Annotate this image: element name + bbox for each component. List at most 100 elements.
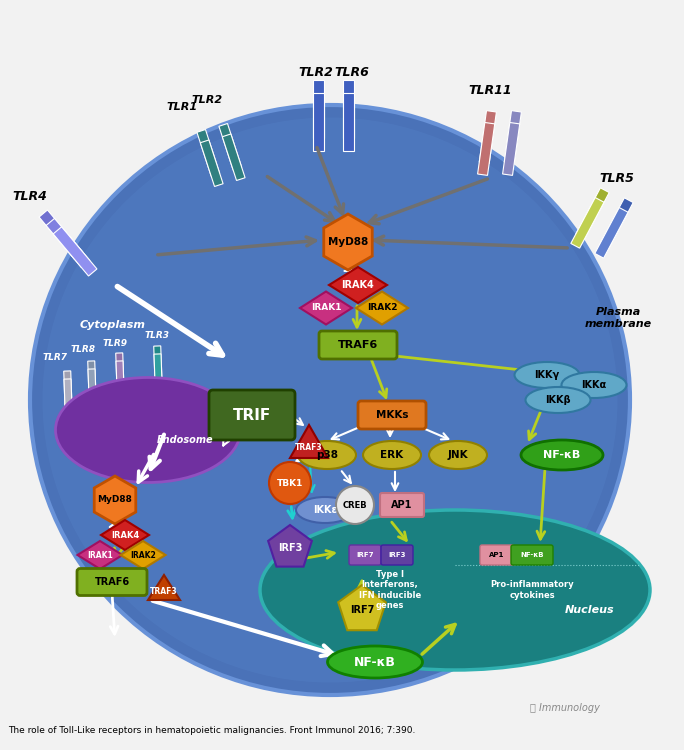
Polygon shape [477, 122, 495, 176]
FancyBboxPatch shape [209, 390, 295, 440]
Polygon shape [101, 520, 149, 550]
Polygon shape [64, 371, 72, 407]
Text: Plasma
membrane: Plasma membrane [584, 308, 652, 328]
Polygon shape [600, 198, 633, 248]
Polygon shape [479, 110, 497, 164]
FancyBboxPatch shape [319, 331, 397, 359]
Polygon shape [154, 354, 162, 390]
Polygon shape [503, 122, 520, 176]
Text: TRAF3: TRAF3 [295, 442, 323, 452]
FancyBboxPatch shape [358, 401, 426, 429]
Text: IRAK2: IRAK2 [130, 550, 156, 560]
Text: TLR5: TLR5 [600, 172, 635, 184]
Polygon shape [595, 208, 628, 258]
Circle shape [336, 486, 374, 524]
Polygon shape [148, 575, 180, 600]
Ellipse shape [260, 510, 650, 670]
Text: NF-κB: NF-κB [354, 656, 396, 668]
Text: CREB: CREB [343, 500, 367, 509]
Text: IRF3: IRF3 [278, 543, 302, 553]
FancyBboxPatch shape [77, 568, 147, 596]
Text: TBK1: TBK1 [277, 478, 303, 488]
Polygon shape [570, 197, 604, 248]
Ellipse shape [296, 497, 354, 523]
Text: 🔬 Immunology: 🔬 Immunology [530, 703, 600, 713]
Polygon shape [46, 218, 90, 268]
Text: MKKs: MKKs [376, 410, 408, 420]
Polygon shape [300, 292, 352, 325]
Ellipse shape [55, 377, 241, 482]
Polygon shape [77, 541, 122, 569]
Polygon shape [116, 353, 124, 389]
Ellipse shape [328, 646, 423, 678]
Polygon shape [200, 140, 223, 187]
Polygon shape [324, 214, 372, 270]
Polygon shape [576, 188, 609, 238]
Text: Type I
Interferons,
IFN inducible
genes: Type I Interferons, IFN inducible genes [359, 570, 421, 610]
FancyBboxPatch shape [511, 545, 553, 565]
Text: TLR6: TLR6 [334, 65, 369, 79]
Ellipse shape [298, 441, 356, 469]
Text: MyD88: MyD88 [328, 237, 368, 247]
Ellipse shape [562, 372, 627, 398]
Text: IRAK4: IRAK4 [341, 280, 374, 290]
Ellipse shape [525, 387, 590, 413]
Text: IRF3: IRF3 [389, 552, 406, 558]
Text: TRAF6: TRAF6 [338, 340, 378, 350]
Polygon shape [197, 130, 220, 176]
Polygon shape [290, 425, 328, 458]
Text: MyD88: MyD88 [98, 496, 133, 505]
Polygon shape [329, 267, 387, 303]
Text: Pro-inflammatory
cytokines: Pro-inflammatory cytokines [490, 580, 574, 600]
Text: ERK: ERK [380, 450, 404, 460]
Text: Endosome: Endosome [157, 435, 213, 445]
Text: AP1: AP1 [489, 552, 505, 558]
Text: TLR2: TLR2 [192, 95, 222, 105]
FancyBboxPatch shape [380, 493, 424, 517]
Text: TLR4: TLR4 [12, 190, 47, 202]
Text: IKKβ: IKKβ [545, 395, 571, 405]
Polygon shape [154, 346, 162, 382]
Text: TRAF3: TRAF3 [150, 587, 178, 596]
Polygon shape [356, 292, 408, 325]
Text: TLR7: TLR7 [42, 353, 68, 362]
Text: IKKε: IKKε [313, 505, 337, 515]
Polygon shape [504, 110, 521, 164]
Text: TLR8: TLR8 [70, 346, 96, 355]
Text: TLR1: TLR1 [166, 102, 198, 112]
Polygon shape [313, 80, 324, 137]
Text: TLR3: TLR3 [144, 331, 170, 340]
Polygon shape [343, 80, 354, 137]
Text: NF-κB: NF-κB [543, 450, 581, 460]
Text: TRIF: TRIF [233, 407, 271, 422]
Ellipse shape [514, 362, 579, 388]
Ellipse shape [521, 440, 603, 470]
Ellipse shape [30, 105, 630, 695]
FancyBboxPatch shape [349, 545, 381, 565]
Polygon shape [219, 124, 241, 170]
Text: Cytoplasm: Cytoplasm [80, 320, 146, 330]
Text: AP1: AP1 [391, 500, 412, 510]
Text: IKKγ: IKKγ [534, 370, 560, 380]
Polygon shape [313, 92, 324, 151]
Circle shape [269, 462, 311, 504]
Text: TRAF6: TRAF6 [94, 577, 129, 587]
Text: TLR2: TLR2 [298, 65, 333, 79]
Polygon shape [94, 476, 136, 524]
FancyBboxPatch shape [480, 545, 514, 565]
Text: IRAK1: IRAK1 [311, 304, 341, 313]
Text: IKKα: IKKα [581, 380, 607, 390]
FancyBboxPatch shape [381, 545, 413, 565]
Text: IRAK4: IRAK4 [111, 530, 139, 539]
Text: IRAK1: IRAK1 [87, 550, 113, 560]
Text: IRAK2: IRAK2 [367, 304, 397, 313]
Polygon shape [53, 226, 97, 276]
Text: NF-κB: NF-κB [521, 552, 544, 558]
Polygon shape [268, 525, 312, 566]
Polygon shape [120, 541, 166, 569]
Ellipse shape [429, 441, 487, 469]
Polygon shape [88, 361, 96, 397]
Polygon shape [88, 369, 96, 405]
Ellipse shape [363, 441, 421, 469]
Text: p38: p38 [316, 450, 338, 460]
